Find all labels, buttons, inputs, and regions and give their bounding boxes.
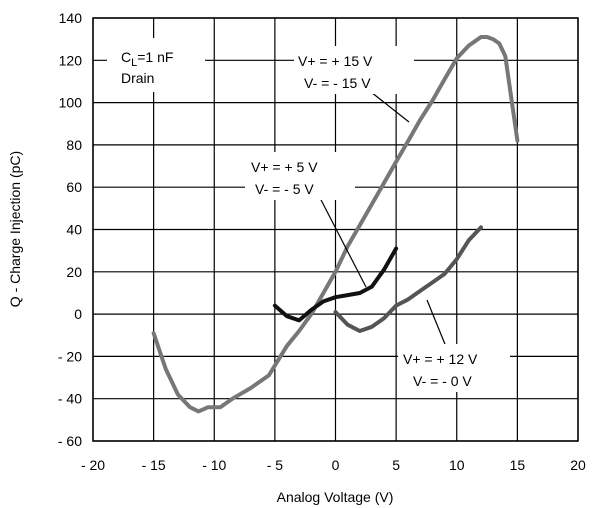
- x-tick-label: - 20: [81, 457, 105, 473]
- x-tick-label: 10: [449, 457, 465, 473]
- x-tick-label: - 10: [202, 457, 226, 473]
- y-tick-label: 0: [74, 306, 82, 322]
- x-tick-label: 0: [332, 457, 340, 473]
- x-tick-label: 15: [510, 457, 526, 473]
- label-box-15v: [294, 46, 414, 94]
- y-tick-label: - 20: [58, 348, 82, 364]
- series-label-12v-line2: V- = - 0 V: [413, 373, 472, 389]
- y-tick-label: - 60: [58, 433, 82, 449]
- series-line-2: [333, 225, 483, 333]
- y-tick-label: 100: [59, 95, 83, 111]
- cl-label-box: [107, 38, 205, 92]
- x-tick-label: - 5: [267, 457, 284, 473]
- tick-labels: - 20 - 15 - 10 - 5 0 5 10 15 20 140 120 100 80 60 40 20…: [58, 10, 586, 473]
- x-axis-label: Analog Voltage (V): [277, 489, 394, 505]
- leader-15v: [370, 91, 410, 123]
- y-tick-label: - 40: [58, 391, 82, 407]
- x-tick-label: 5: [392, 457, 400, 473]
- y-tick-label: 80: [66, 137, 82, 153]
- node-label: Drain: [121, 70, 154, 86]
- series-label-5v-line2: V- = - 5 V: [255, 181, 314, 197]
- y-tick-label: 60: [66, 179, 82, 195]
- x-tick-label: 20: [570, 457, 586, 473]
- x-tick-label: - 15: [142, 457, 166, 473]
- y-tick-label: 40: [66, 222, 82, 238]
- series-line-1: [272, 246, 399, 323]
- plot-frame: [92, 17, 579, 442]
- series-label-15v-line2: V- = - 15 V: [304, 75, 371, 91]
- cl-label: CL=1 nF: [121, 49, 173, 69]
- series-line-0: [151, 35, 520, 414]
- series-label-12v-line1: V+ = + 12 V: [403, 351, 478, 367]
- y-tick-label: 20: [66, 264, 82, 280]
- series-lines: [151, 35, 520, 414]
- leader-5v: [318, 195, 367, 288]
- series-label-5v-line1: V+ = + 5 V: [251, 159, 318, 175]
- y-tick-label: 140: [59, 10, 83, 26]
- label-box-5v: [245, 152, 355, 200]
- y-tick-label: 120: [59, 52, 83, 68]
- y-axis-label: Q - Charge Injection (pC): [7, 151, 23, 307]
- series-label-15v-line1: V+ = + 15 V: [298, 53, 373, 69]
- label-box-12v: [398, 344, 510, 392]
